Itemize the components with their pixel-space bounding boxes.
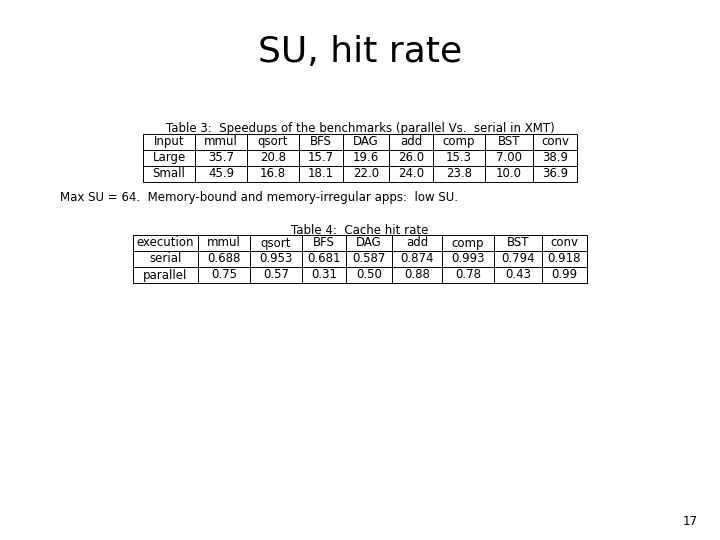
Text: DAG: DAG [356, 237, 382, 249]
Text: 0.43: 0.43 [505, 268, 531, 281]
Text: mmul: mmul [204, 135, 238, 148]
Text: 19.6: 19.6 [353, 151, 379, 164]
Text: Small: Small [153, 167, 186, 180]
Text: conv: conv [551, 237, 578, 249]
Text: 24.0: 24.0 [398, 167, 424, 180]
Text: 0.918: 0.918 [548, 253, 581, 266]
Text: 0.57: 0.57 [263, 268, 289, 281]
Text: mmul: mmul [207, 237, 241, 249]
Text: execution: execution [137, 237, 194, 249]
Text: comp: comp [451, 237, 485, 249]
Text: Table 3:  Speedups of the benchmarks (parallel Vs.  serial in XMT): Table 3: Speedups of the benchmarks (par… [166, 122, 554, 135]
Text: 20.8: 20.8 [260, 151, 286, 164]
Text: Input: Input [153, 135, 184, 148]
Text: BFS: BFS [313, 237, 335, 249]
Text: Table 4:  Cache hit rate: Table 4: Cache hit rate [292, 224, 428, 237]
Text: 0.794: 0.794 [501, 253, 535, 266]
Text: qsort: qsort [261, 237, 292, 249]
Text: BFS: BFS [310, 135, 332, 148]
Text: 0.993: 0.993 [451, 253, 485, 266]
Text: Max SU = 64.  Memory-bound and memory-irregular apps:  low SU.: Max SU = 64. Memory-bound and memory-irr… [60, 192, 458, 205]
Text: 23.8: 23.8 [446, 167, 472, 180]
Text: 38.9: 38.9 [542, 151, 568, 164]
Text: 36.9: 36.9 [542, 167, 568, 180]
Text: 0.681: 0.681 [307, 253, 341, 266]
Text: comp: comp [443, 135, 475, 148]
Text: add: add [400, 135, 422, 148]
Text: 17: 17 [683, 515, 698, 528]
Text: 0.99: 0.99 [552, 268, 577, 281]
Text: 45.9: 45.9 [208, 167, 234, 180]
Text: 0.78: 0.78 [455, 268, 481, 281]
Text: 15.7: 15.7 [308, 151, 334, 164]
Text: BST: BST [498, 135, 521, 148]
Text: DAG: DAG [353, 135, 379, 148]
Text: 26.0: 26.0 [398, 151, 424, 164]
Text: parallel: parallel [143, 268, 188, 281]
Text: 0.587: 0.587 [352, 253, 386, 266]
Text: 0.50: 0.50 [356, 268, 382, 281]
Text: 0.874: 0.874 [400, 253, 433, 266]
Text: 10.0: 10.0 [496, 167, 522, 180]
Text: qsort: qsort [258, 135, 288, 148]
Text: SU, hit rate: SU, hit rate [258, 35, 462, 69]
Text: Large: Large [153, 151, 186, 164]
Text: 7.00: 7.00 [496, 151, 522, 164]
Text: BST: BST [507, 237, 529, 249]
Text: conv: conv [541, 135, 569, 148]
Text: 0.31: 0.31 [311, 268, 337, 281]
Text: 0.953: 0.953 [259, 253, 293, 266]
Bar [143, 133, 577, 181]
Text: 15.3: 15.3 [446, 151, 472, 164]
Text: 35.7: 35.7 [208, 151, 234, 164]
Text: serial: serial [149, 253, 181, 266]
Text: add: add [406, 237, 428, 249]
Text: 22.0: 22.0 [353, 167, 379, 180]
Text: 18.1: 18.1 [308, 167, 334, 180]
Text: 0.688: 0.688 [207, 253, 240, 266]
Text: 16.8: 16.8 [260, 167, 286, 180]
Text: 0.88: 0.88 [404, 268, 430, 281]
Bar [133, 235, 587, 283]
Text: 0.75: 0.75 [211, 268, 237, 281]
